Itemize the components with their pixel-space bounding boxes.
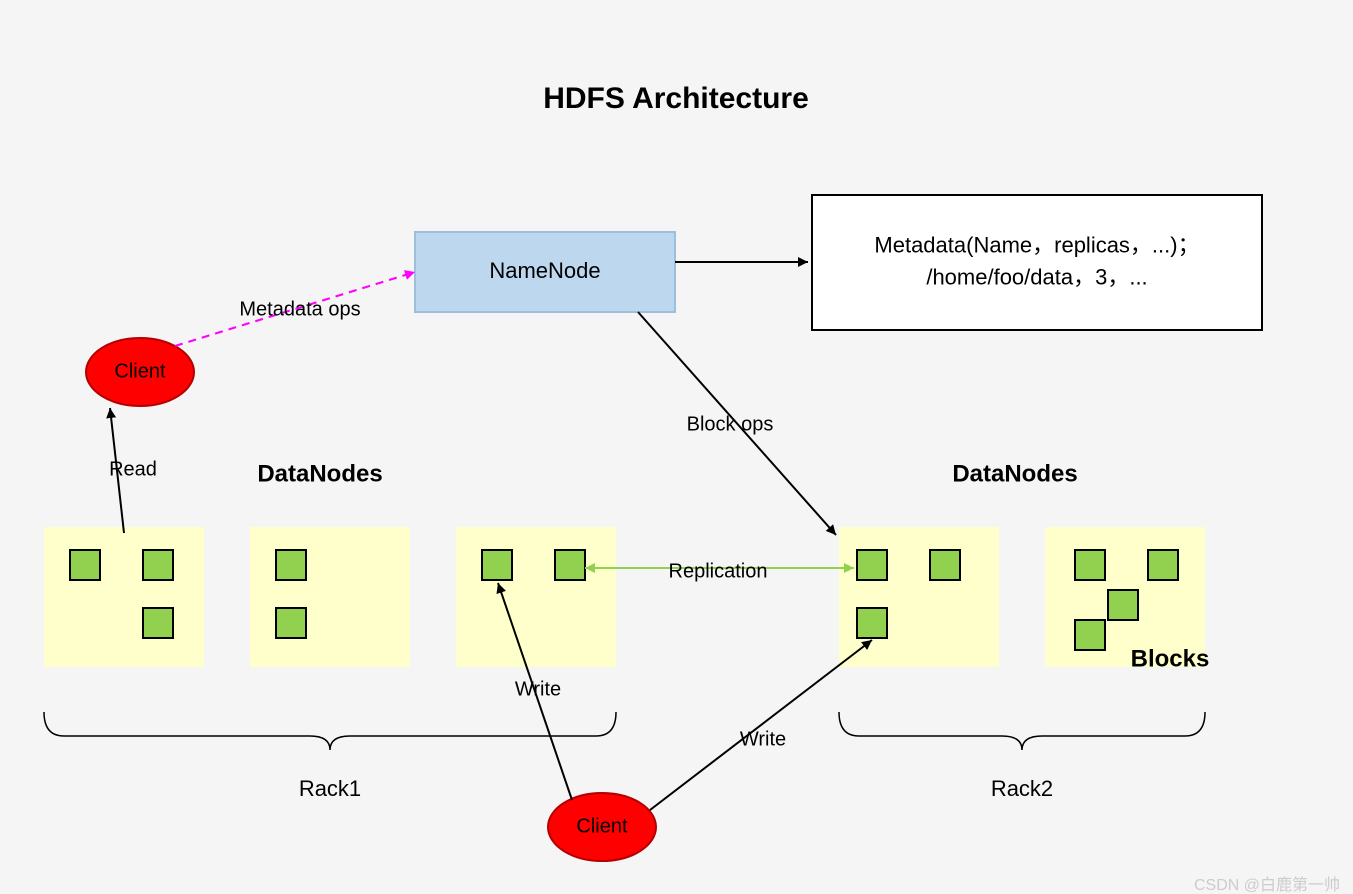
rack-label: Rack2 xyxy=(991,776,1053,801)
edge-label: Read xyxy=(109,458,157,480)
edge-label: Metadata ops xyxy=(239,298,360,320)
metadata-line2: /home/foo/data，3，... xyxy=(926,264,1147,289)
rack-label: Rack1 xyxy=(299,776,361,801)
block xyxy=(857,608,887,638)
block xyxy=(1108,590,1138,620)
datanode-box xyxy=(250,527,410,667)
datanode-box xyxy=(44,527,204,667)
datanodes-label: DataNodes xyxy=(952,460,1077,487)
block xyxy=(276,608,306,638)
block xyxy=(143,550,173,580)
rack-brace xyxy=(839,712,1205,750)
datanodes-label: DataNodes xyxy=(257,460,382,487)
edge-label: Write xyxy=(515,678,561,700)
edge-label: Write xyxy=(740,728,786,750)
namenode-label: NameNode xyxy=(489,258,600,283)
edge-label: Replication xyxy=(669,560,768,582)
client-label: Client xyxy=(576,815,628,837)
rack-brace xyxy=(44,712,616,750)
block xyxy=(857,550,887,580)
edge-write2 xyxy=(650,640,872,810)
metadata-box xyxy=(812,195,1262,330)
edge-label: Block ops xyxy=(687,413,774,435)
block xyxy=(1075,550,1105,580)
block xyxy=(70,550,100,580)
block xyxy=(1148,550,1178,580)
watermark: CSDN @白鹿第一帅 xyxy=(1194,876,1340,894)
block xyxy=(143,608,173,638)
block xyxy=(930,550,960,580)
datanode-box xyxy=(456,527,616,667)
block xyxy=(276,550,306,580)
block xyxy=(482,550,512,580)
client-label: Client xyxy=(114,360,166,382)
block xyxy=(1075,620,1105,650)
blocks-label: Blocks xyxy=(1131,645,1210,672)
diagram-title: HDFS Architecture xyxy=(543,82,809,115)
metadata-line1: Metadata(Name，replicas，...)； xyxy=(874,232,1199,257)
block xyxy=(555,550,585,580)
